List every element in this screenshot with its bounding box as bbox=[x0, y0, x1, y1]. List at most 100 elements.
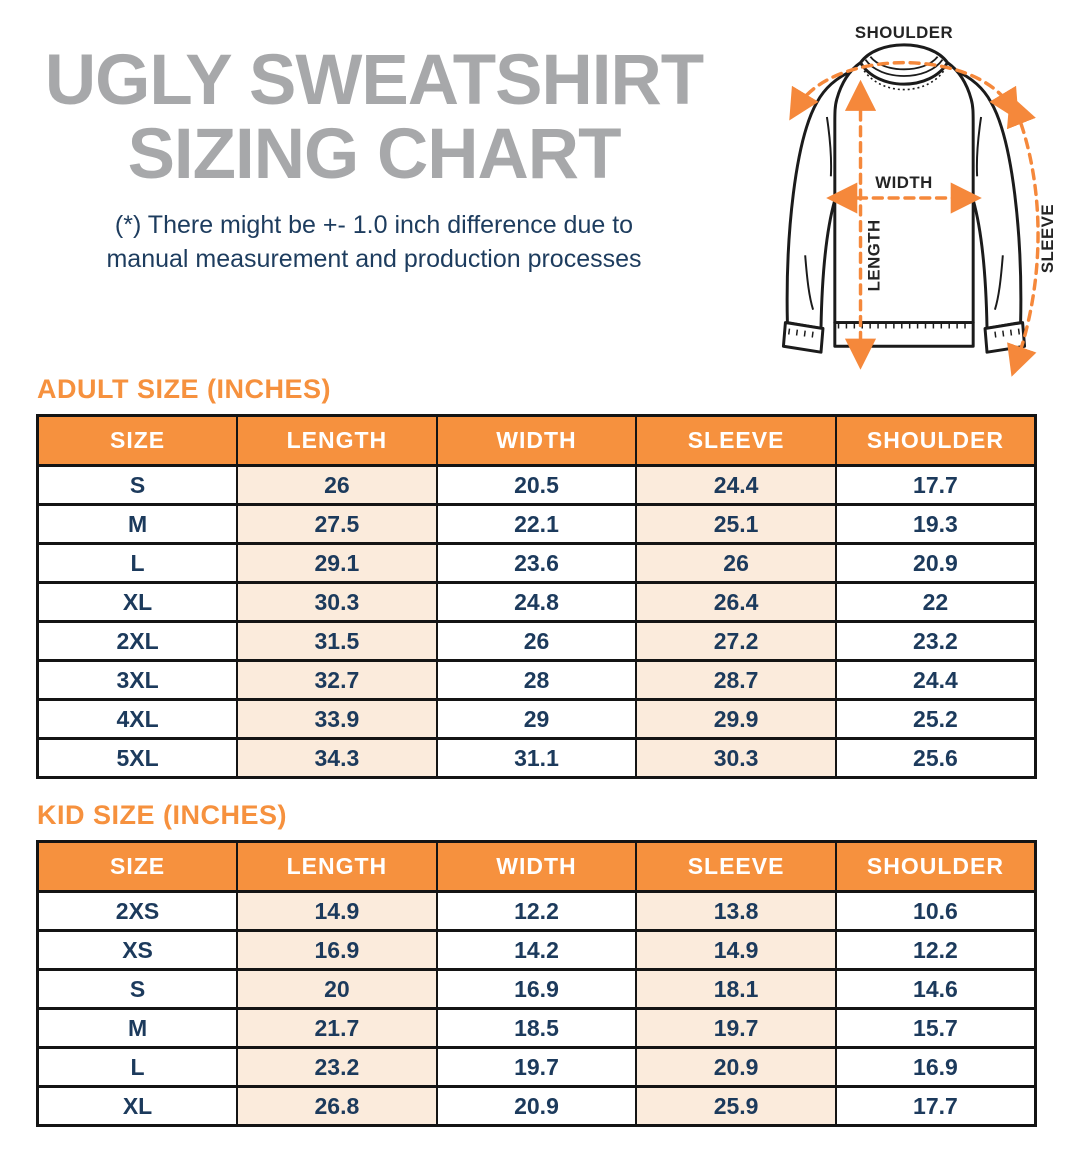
measurement-cell: 12.2 bbox=[435, 890, 638, 932]
measurement-cell: 34.3 bbox=[236, 737, 438, 779]
measurement-cell: 20.9 bbox=[834, 542, 1037, 584]
size-cell: M bbox=[36, 1007, 239, 1049]
page-title-line2: SIZING CHART bbox=[127, 114, 622, 194]
measurement-cell: 20 bbox=[236, 968, 438, 1010]
measurement-cell: 29 bbox=[435, 698, 638, 740]
measurement-cell: 14.9 bbox=[635, 929, 837, 971]
disclaimer-text: (*) There might be +- 1.0 inch differenc… bbox=[18, 208, 730, 276]
measurement-cell: 20.5 bbox=[435, 464, 638, 506]
length-label: LENGTH bbox=[864, 219, 883, 291]
kid-table-body: 2XS 14.9 12.2 13.8 10.6 XS 16.9 14.2 14.9 12.2 S 20… bbox=[36, 890, 1037, 1127]
size-cell: 5XL bbox=[36, 737, 239, 779]
column-header-length: LENGTH bbox=[236, 840, 438, 893]
column-header-size: SIZE bbox=[36, 840, 239, 893]
table-row: 4XL 33.9 29 29.9 25.2 bbox=[36, 698, 1037, 740]
measurement-cell: 33.9 bbox=[236, 698, 438, 740]
column-header-width: WIDTH bbox=[435, 414, 638, 467]
size-cell: L bbox=[36, 1046, 239, 1088]
kid-size-table: SIZE LENGTH WIDTH SLEEVE SHOULDER 2XS 14.… bbox=[36, 840, 1037, 1127]
table-row: S 20 16.9 18.1 14.6 bbox=[36, 968, 1037, 1010]
header-row: SIZE LENGTH WIDTH SLEEVE SHOULDER bbox=[36, 840, 1037, 893]
kid-section-heading: KID SIZE (INCHES) bbox=[37, 800, 288, 830]
measurement-cell: 22 bbox=[834, 581, 1037, 623]
measurement-cell: 23.2 bbox=[236, 1046, 438, 1088]
title-block: UGLY SWEATSHIRT SIZING CHART (*) There m… bbox=[18, 44, 730, 276]
adult-size-table: SIZE LENGTH WIDTH SLEEVE SHOULDER S 26 20.… bbox=[36, 414, 1037, 779]
measurement-cell: 16.9 bbox=[236, 929, 438, 971]
measurement-cell: 24.4 bbox=[834, 659, 1037, 701]
column-header-size: SIZE bbox=[36, 414, 239, 467]
measurement-cell: 21.7 bbox=[236, 1007, 438, 1049]
table-row: XL 30.3 24.8 26.4 22 bbox=[36, 581, 1037, 623]
measurement-cell: 26 bbox=[435, 620, 638, 662]
measurement-cell: 19.7 bbox=[635, 1007, 837, 1049]
measurement-cell: 17.7 bbox=[834, 1085, 1037, 1127]
table-row: M 27.5 22.1 25.1 19.3 bbox=[36, 503, 1037, 545]
page-title: UGLY SWEATSHIRT SIZING CHART bbox=[18, 44, 730, 192]
size-cell: M bbox=[36, 503, 239, 545]
shoulder-arrow bbox=[789, 61, 1019, 121]
measurement-cell: 18.1 bbox=[635, 968, 837, 1010]
table-row: 5XL 34.3 31.1 30.3 25.6 bbox=[36, 737, 1037, 779]
size-cell: S bbox=[36, 968, 239, 1010]
tables-area: ADULT SIZE (INCHES) SIZE LENGTH WIDTH SL… bbox=[0, 374, 1074, 1127]
table-row: S 26 20.5 24.4 17.7 bbox=[36, 464, 1037, 506]
column-header-width: WIDTH bbox=[435, 840, 638, 893]
column-header-shoulder: SHOULDER bbox=[834, 414, 1037, 467]
measurement-cell: 29.9 bbox=[635, 698, 837, 740]
measurement-cell: 20.9 bbox=[435, 1085, 638, 1127]
measurement-cell: 28 bbox=[435, 659, 638, 701]
size-cell: XL bbox=[36, 581, 239, 623]
table-row: L 23.2 19.7 20.9 16.9 bbox=[36, 1046, 1037, 1088]
size-cell: 2XL bbox=[36, 620, 239, 662]
column-header-length: LENGTH bbox=[236, 414, 438, 467]
size-cell: L bbox=[36, 542, 239, 584]
size-cell: 4XL bbox=[36, 698, 239, 740]
measurement-cell: 18.5 bbox=[435, 1007, 638, 1049]
table-row: 3XL 32.7 28 28.7 24.4 bbox=[36, 659, 1037, 701]
measurement-cell: 26.8 bbox=[236, 1085, 438, 1127]
size-cell: XS bbox=[36, 929, 239, 971]
measurement-cell: 10.6 bbox=[834, 890, 1037, 932]
measurement-cell: 30.3 bbox=[236, 581, 438, 623]
table-row: 2XL 31.5 26 27.2 23.2 bbox=[36, 620, 1037, 662]
measurement-cell: 24.4 bbox=[635, 464, 837, 506]
adult-section-heading: ADULT SIZE (INCHES) bbox=[37, 374, 331, 404]
measurement-cell: 25.1 bbox=[635, 503, 837, 545]
measurement-cell: 25.6 bbox=[834, 737, 1037, 779]
measurement-arrows bbox=[789, 61, 1040, 377]
sleeve-arrow bbox=[1006, 94, 1040, 377]
size-cell: 2XS bbox=[36, 890, 239, 932]
measurement-cell: 26 bbox=[635, 542, 837, 584]
measurement-cell: 32.7 bbox=[236, 659, 438, 701]
measurement-cell: 25.9 bbox=[635, 1085, 837, 1127]
measurement-cell: 23.6 bbox=[435, 542, 638, 584]
size-cell: S bbox=[36, 464, 239, 506]
measurement-cell: 19.3 bbox=[834, 503, 1037, 545]
measurement-cell: 22.1 bbox=[435, 503, 638, 545]
measurement-cell: 12.2 bbox=[834, 929, 1037, 971]
width-label: WIDTH bbox=[875, 173, 932, 192]
page-header: UGLY SWEATSHIRT SIZING CHART (*) There m… bbox=[0, 0, 1074, 377]
measurement-cell: 29.1 bbox=[236, 542, 438, 584]
size-cell: 3XL bbox=[36, 659, 239, 701]
adult-table-header: SIZE LENGTH WIDTH SLEEVE SHOULDER bbox=[36, 414, 1037, 467]
table-row: L 29.1 23.6 26 20.9 bbox=[36, 542, 1037, 584]
measurement-cell: 31.1 bbox=[435, 737, 638, 779]
measurement-cell: 24.8 bbox=[435, 581, 638, 623]
size-cell: XL bbox=[36, 1085, 239, 1127]
header-row: SIZE LENGTH WIDTH SLEEVE SHOULDER bbox=[36, 414, 1037, 467]
sweatshirt-measurement-diagram: SHOULDER WIDTH LENGTH SLEEVE bbox=[736, 8, 1072, 394]
measurement-cell: 26.4 bbox=[635, 581, 837, 623]
adult-table-body: S 26 20.5 24.4 17.7 M 27.5 22.1 25.1 19.3 L 29.1 23.… bbox=[36, 464, 1037, 779]
measurement-cell: 23.2 bbox=[834, 620, 1037, 662]
measurement-cell: 13.8 bbox=[635, 890, 837, 932]
measurement-cell: 30.3 bbox=[635, 737, 837, 779]
measurement-cell: 19.7 bbox=[435, 1046, 638, 1088]
measurement-cell: 27.2 bbox=[635, 620, 837, 662]
disclaimer-line1: (*) There might be +- 1.0 inch differenc… bbox=[114, 210, 634, 239]
page-title-line1: UGLY SWEATSHIRT bbox=[44, 41, 704, 120]
measurement-cell: 14.9 bbox=[236, 890, 438, 932]
measurement-cell: 14.6 bbox=[834, 968, 1037, 1010]
measurement-cell: 17.7 bbox=[834, 464, 1037, 506]
